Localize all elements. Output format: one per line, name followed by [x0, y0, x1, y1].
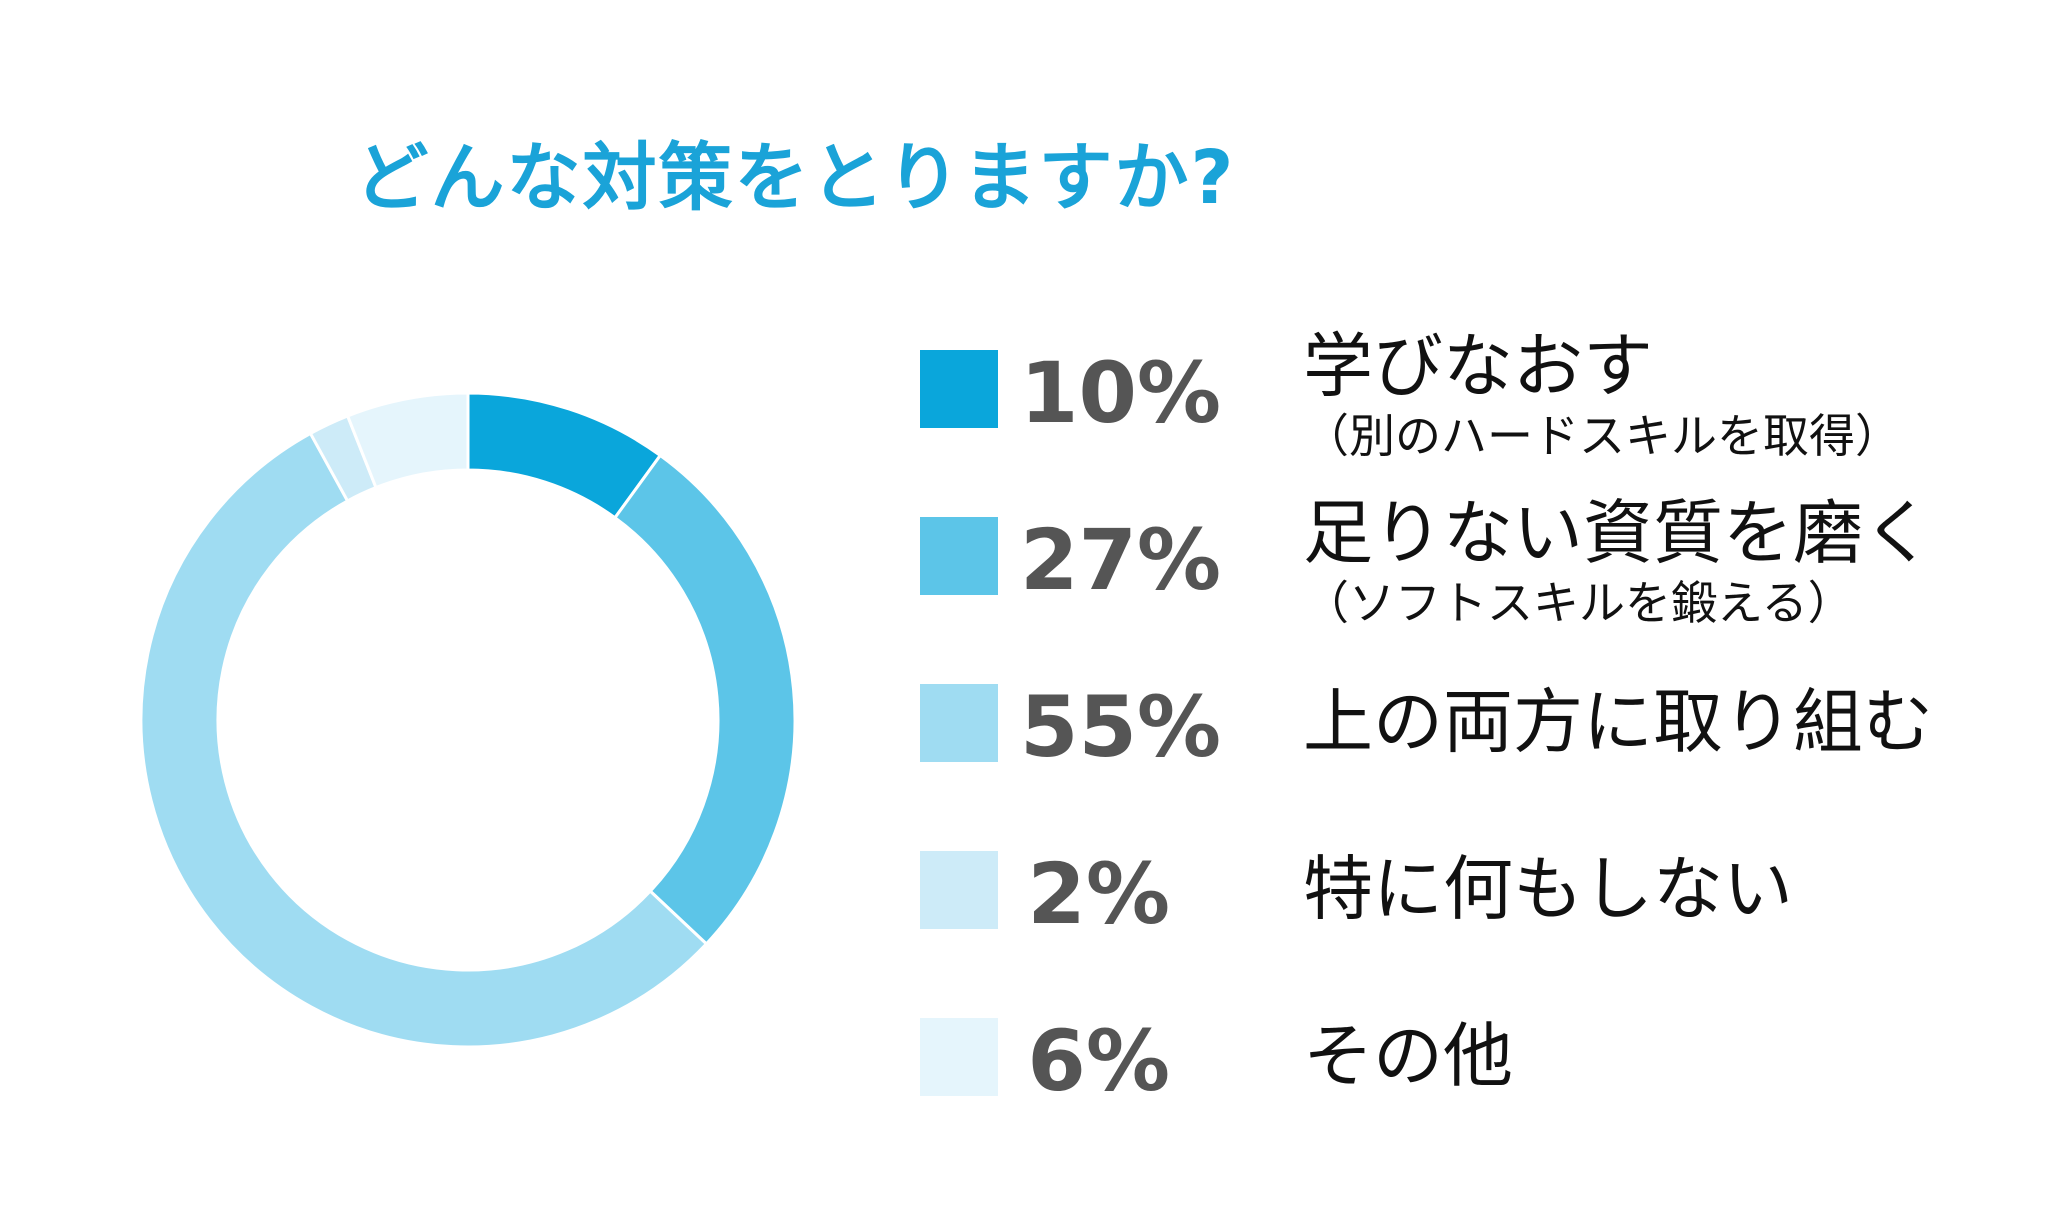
- legend-label: 特に何もしない: [1303, 848, 1793, 930]
- legend-swatch: [920, 1018, 998, 1096]
- legend-label: 学びなおす: [1303, 325, 1653, 407]
- legend-percentage: 6%: [1027, 1012, 1170, 1110]
- donut-slice-1: [612, 453, 797, 946]
- legend-sublabel: （別のハードスキルを取得）: [1303, 409, 1901, 463]
- legend-swatch: [920, 684, 998, 762]
- legend-percentage: 55%: [1020, 678, 1222, 776]
- donut-slice-4: [345, 391, 470, 490]
- legend-percentage: 27%: [1020, 511, 1222, 609]
- legend-swatch: [920, 851, 998, 929]
- legend-percentage: 10%: [1020, 344, 1222, 442]
- donut-slice-2: [139, 431, 709, 1049]
- legend-label: その他: [1303, 1015, 1513, 1097]
- legend-label: 上の両方に取り組む: [1303, 681, 1933, 763]
- legend-label: 足りない資質を磨く: [1303, 492, 1933, 574]
- legend-swatch: [920, 517, 998, 595]
- legend-percentage: 2%: [1027, 845, 1170, 943]
- chart-title: どんな対策をとりますか?: [354, 135, 1236, 221]
- legend-swatch: [920, 350, 998, 428]
- legend-sublabel: （ソフトスキルを鍛える）: [1303, 576, 1854, 630]
